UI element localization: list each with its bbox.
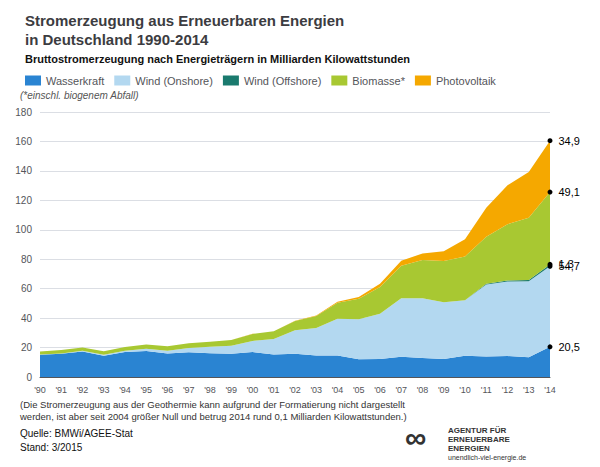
svg-text:49,1: 49,1 <box>559 186 580 198</box>
svg-text:Biomasse*: Biomasse* <box>352 75 405 87</box>
svg-text:'91: '91 <box>55 385 67 395</box>
svg-text:'95: '95 <box>140 385 152 395</box>
svg-text:'14: '14 <box>544 385 556 395</box>
svg-text:'93: '93 <box>98 385 110 395</box>
svg-text:Stromerzeugung aus Erneuerbare: Stromerzeugung aus Erneuerbaren Energien <box>25 12 344 29</box>
svg-text:100: 100 <box>15 224 32 235</box>
svg-text:∞: ∞ <box>405 421 426 454</box>
svg-text:'94: '94 <box>119 385 131 395</box>
svg-text:'98: '98 <box>204 385 216 395</box>
svg-text:'08: '08 <box>417 385 429 395</box>
svg-text:180: 180 <box>15 107 32 118</box>
svg-text:80: 80 <box>21 254 33 265</box>
svg-text:'05: '05 <box>353 385 365 395</box>
svg-text:'97: '97 <box>183 385 195 395</box>
svg-text:'02: '02 <box>289 385 301 395</box>
svg-text:Bruttostromerzeugung nach Ener: Bruttostromerzeugung nach Energieträgern… <box>25 53 410 65</box>
svg-text:AGENTUR FÜR: AGENTUR FÜR <box>448 426 506 435</box>
svg-text:120: 120 <box>15 195 32 206</box>
svg-text:unendlich-viel-energie.de: unendlich-viel-energie.de <box>448 454 526 462</box>
svg-text:'96: '96 <box>162 385 174 395</box>
svg-text:(*einschl. biogenem Abfall): (*einschl. biogenem Abfall) <box>20 90 139 101</box>
svg-text:20: 20 <box>21 342 33 353</box>
svg-text:werden, ist aber seit 2004 grö: werden, ist aber seit 2004 größer Null u… <box>19 411 407 422</box>
svg-text:'09: '09 <box>438 385 450 395</box>
svg-text:160: 160 <box>15 136 32 147</box>
svg-text:'06: '06 <box>374 385 386 395</box>
svg-text:1,3: 1,3 <box>559 258 574 270</box>
svg-text:'99: '99 <box>225 385 237 395</box>
svg-text:40: 40 <box>21 313 33 324</box>
svg-text:34,9: 34,9 <box>559 135 580 147</box>
svg-text:'11: '11 <box>481 385 492 395</box>
svg-text:'13: '13 <box>523 385 535 395</box>
svg-text:'10: '10 <box>459 385 471 395</box>
svg-text:ERNEUERBARE: ERNEUERBARE <box>448 435 510 444</box>
svg-text:(Die Stromerzeugung aus der Ge: (Die Stromerzeugung aus der Geothermie k… <box>20 399 405 410</box>
svg-text:in Deutschland 1990-2014: in Deutschland 1990-2014 <box>25 31 209 48</box>
svg-text:'90: '90 <box>34 385 46 395</box>
svg-text:ENERGIEN: ENERGIEN <box>448 444 490 453</box>
svg-text:Photovoltaik: Photovoltaik <box>436 75 496 87</box>
svg-text:Wind (Offshore): Wind (Offshore) <box>244 75 321 87</box>
svg-text:Quelle: BMWi/AGEE-Stat: Quelle: BMWi/AGEE-Stat <box>20 428 133 439</box>
svg-text:'03: '03 <box>310 385 322 395</box>
svg-text:0: 0 <box>26 372 32 383</box>
svg-text:'04: '04 <box>332 385 344 395</box>
svg-text:'07: '07 <box>395 385 407 395</box>
svg-text:'01: '01 <box>268 385 280 395</box>
svg-text:'00: '00 <box>247 385 259 395</box>
svg-text:Wasserkraft: Wasserkraft <box>46 75 104 87</box>
svg-text:140: 140 <box>15 165 32 176</box>
svg-text:60: 60 <box>21 283 33 294</box>
svg-text:Wind (Onshore): Wind (Onshore) <box>135 75 213 87</box>
svg-text:'92: '92 <box>77 385 89 395</box>
svg-text:'12: '12 <box>502 385 514 395</box>
svg-text:20,5: 20,5 <box>559 341 580 353</box>
svg-text:Stand: 3/2015: Stand: 3/2015 <box>20 442 83 453</box>
